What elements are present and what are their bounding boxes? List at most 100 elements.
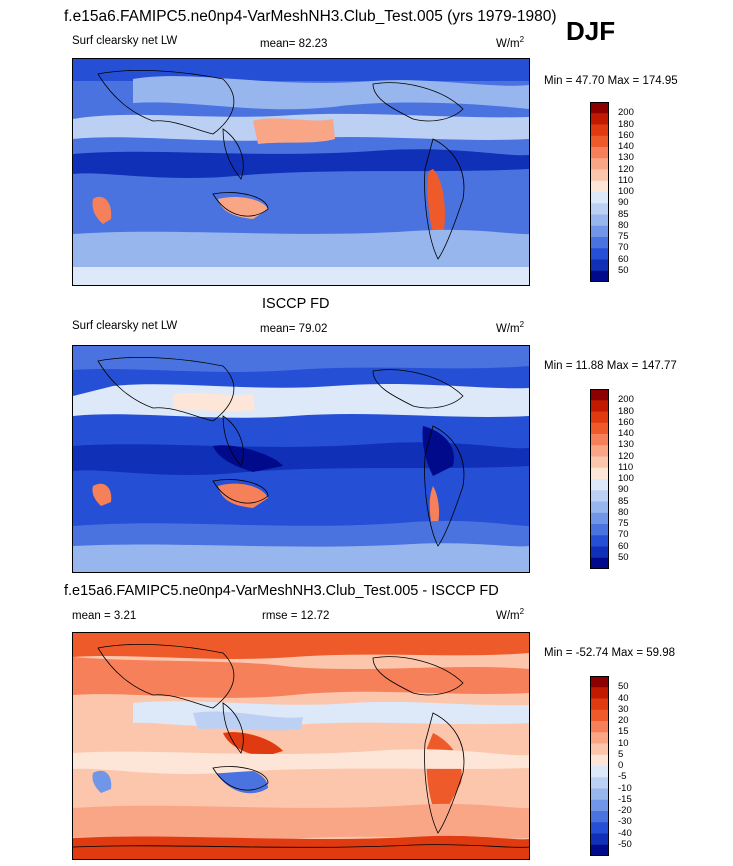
colorbar-swatch	[590, 135, 609, 148]
colorbar-swatch	[590, 248, 609, 260]
panel1-level: 100	[618, 186, 634, 197]
colorbar-border	[590, 102, 609, 282]
colorbar-swatch	[590, 777, 609, 789]
colorbar-swatch	[590, 389, 609, 401]
colorbar-swatch	[590, 192, 609, 204]
panel3-level: -20	[618, 805, 632, 816]
panel1-level: 50	[618, 264, 629, 276]
panel1-level: 60	[618, 253, 629, 265]
colorbar-swatch	[590, 479, 609, 491]
panel3-level: 40	[618, 692, 629, 704]
panel3-unit: W/m2	[496, 607, 525, 622]
colorbar-swatch	[590, 557, 609, 569]
panel1-level: 90	[618, 197, 629, 209]
colorbar-swatch	[590, 524, 609, 536]
colorbar-border	[590, 676, 609, 856]
panel2-variable-label: Surf clearsky net LW	[72, 320, 178, 332]
colorbar-swatch	[590, 214, 609, 227]
colorbar-swatch	[590, 490, 609, 502]
panel2-level: 130	[618, 439, 634, 451]
panel1-level: 120	[618, 163, 634, 175]
panel2-level: 75	[618, 518, 629, 529]
colorbar-swatch	[590, 811, 609, 823]
panel1-level: 160	[618, 129, 634, 141]
colorbar-swatch	[590, 698, 609, 711]
panel3-mean-label: mean = 3.21	[72, 610, 137, 622]
panel2-level: 50	[618, 551, 629, 563]
panel1-unit: W/m2	[496, 35, 525, 50]
panel2-level: 120	[618, 450, 634, 462]
colorbar-swatch	[590, 259, 609, 272]
panel1-level: 110	[618, 174, 634, 186]
colorbar-swatch	[590, 743, 609, 756]
panel1-level: 85	[618, 208, 629, 220]
colorbar-swatch	[590, 456, 609, 469]
colorbar-swatch	[590, 225, 609, 238]
panel2-map	[72, 345, 530, 573]
panel3-level: 15	[618, 726, 629, 738]
colorbar-swatch	[590, 400, 609, 412]
colorbar-swatch	[590, 501, 609, 514]
panel2-level: 200	[618, 394, 634, 406]
panel2-level: 100	[618, 473, 634, 484]
colorbar-swatch	[590, 535, 609, 547]
colorbar-swatch	[590, 180, 609, 193]
panel1-colorbar	[590, 102, 609, 282]
colorbar-swatch	[590, 799, 609, 812]
panel2-level: 160	[618, 416, 634, 428]
panel2-level: 60	[618, 540, 629, 552]
panel3-level: 0	[618, 760, 624, 771]
colorbar-swatch	[590, 788, 609, 801]
colorbar-swatch	[590, 169, 609, 182]
colorbar-swatch	[590, 754, 609, 767]
colorbar-swatch	[590, 237, 609, 249]
colorbar-swatch	[590, 147, 609, 159]
panel2-level: 85	[618, 495, 629, 507]
colorbar-swatch	[590, 445, 609, 457]
panel1-level: 70	[618, 242, 629, 254]
season-label: DJF	[566, 16, 616, 46]
colorbar-swatch	[590, 721, 609, 733]
panel3-level: -40	[618, 827, 632, 839]
colorbar-swatch	[590, 732, 609, 744]
colorbar-swatch	[590, 434, 609, 446]
panel2-level: 90	[618, 484, 629, 496]
panel3-level: -30	[618, 816, 632, 828]
colorbar-swatch	[590, 124, 609, 137]
panel3-colorbar	[590, 676, 609, 856]
panel2-level: 180	[618, 405, 634, 417]
panel2-colorbar	[590, 389, 609, 569]
panel3-level: -50	[618, 838, 632, 850]
panel3-minmax: Min = -52.74 Max = 59.98	[544, 647, 676, 659]
colorbar-swatch	[590, 467, 609, 480]
panel1-map	[72, 58, 530, 286]
colorbar-swatch	[590, 102, 609, 114]
panel2-title: ISCCP FD	[262, 296, 330, 312]
colorbar-swatch	[590, 766, 609, 778]
colorbar-swatch	[590, 422, 609, 435]
figure-title: f.e15a6.FAMIPC5.ne0np4-VarMeshNH3.Club_T…	[64, 8, 557, 25]
panel3-level: -15	[618, 793, 632, 805]
panel3-level: -5	[618, 771, 627, 783]
colorbar-swatch	[590, 709, 609, 722]
panel3-level: 50	[618, 681, 629, 693]
panel1-level: 130	[618, 152, 634, 164]
panel3-level: 30	[618, 703, 629, 715]
panel3-title: f.e15a6.FAMIPC5.ne0np4-VarMeshNH3.Club_T…	[64, 583, 499, 599]
panel1-mean-label: mean= 82.23	[260, 38, 328, 50]
colorbar-swatch	[590, 833, 609, 846]
colorbar-swatch	[590, 411, 609, 424]
panel2-level: 70	[618, 529, 629, 541]
colorbar-swatch	[590, 546, 609, 559]
panel3-map	[72, 632, 530, 860]
colorbar-swatch	[590, 203, 609, 215]
colorbar-border	[590, 389, 609, 569]
colorbar-swatch	[590, 270, 609, 282]
panel3-level: 10	[618, 737, 629, 749]
panel2-minmax: Min = 11.88 Max = 147.77	[544, 360, 677, 372]
panel2-unit: W/m2	[496, 320, 525, 335]
panel2-level: 80	[618, 506, 629, 518]
colorbar-swatch	[590, 113, 609, 125]
panel2-level: 140	[618, 428, 634, 439]
panel3-rmse-label: rmse = 12.72	[262, 610, 330, 622]
